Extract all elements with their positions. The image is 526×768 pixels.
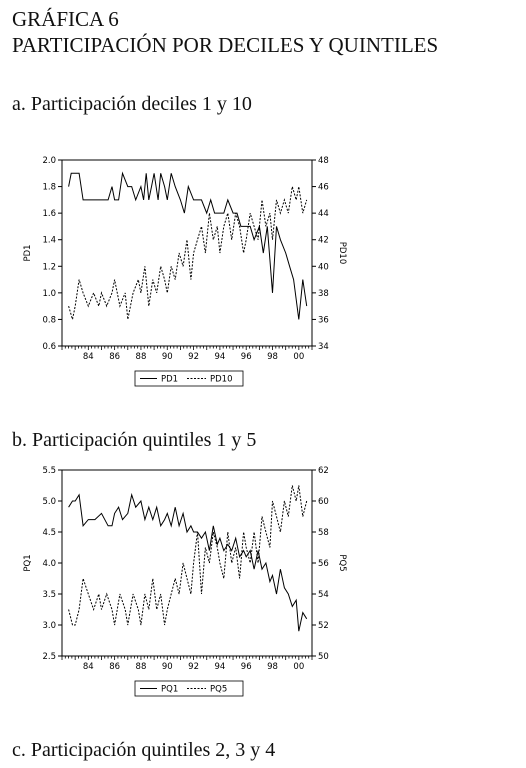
chart-b-legend-label-2: PQ5 bbox=[210, 685, 227, 695]
chart-b-x-tick-label: 92 bbox=[188, 662, 199, 672]
chart-b-left-tick-label: 5.0 bbox=[42, 497, 56, 507]
chart-a-right-tick-label: 48 bbox=[318, 156, 329, 166]
chart-a-right-tick-label: 34 bbox=[318, 342, 329, 352]
chart-a-series-pd1 bbox=[68, 171, 308, 320]
chart-a-x-tick-label: 88 bbox=[136, 352, 147, 362]
chart-a-right-tick-label: 36 bbox=[318, 315, 329, 325]
chart-a-right-tick-label: 38 bbox=[318, 289, 329, 299]
chart-a-left-tick-label: 1.4 bbox=[42, 236, 56, 246]
chart-b-x-tick-label: 86 bbox=[109, 662, 120, 672]
figure-number: GRÁFICA 6 bbox=[12, 7, 119, 31]
chart-a-right-tick-label: 42 bbox=[318, 236, 329, 246]
chart-b-left-tick-label: 3.0 bbox=[42, 621, 56, 631]
chart-a-right-tick-label: 46 bbox=[318, 183, 329, 193]
chart-b-left-tick-label: 2.5 bbox=[42, 652, 56, 662]
chart-a-left-tick-label: 0.6 bbox=[42, 342, 56, 352]
chart-a-right-tick-label: 40 bbox=[318, 262, 329, 272]
chart-b-right-tick-label: 60 bbox=[318, 497, 329, 507]
chart-a-x-tick-label: 96 bbox=[241, 352, 252, 362]
chart-a-left-tick-label: 1.8 bbox=[42, 183, 56, 193]
section-a-title: a. Participación deciles 1 y 10 bbox=[12, 93, 252, 115]
figure-title: PARTICIPACIÓN POR DECILES Y QUINTILES bbox=[12, 33, 439, 57]
chart-a-series-pd10 bbox=[68, 186, 308, 320]
chart-b-right-tick-label: 52 bbox=[318, 621, 329, 631]
chart-a-legend-label-1: PD1 bbox=[161, 375, 178, 385]
chart-a-left-axis-label: PD1 bbox=[23, 244, 33, 261]
chart-quintiles: 2.5 3.0 3.5 4.0 4.5 5.0 5.5 50 52 54 56 58 60 62 84 86 8… bbox=[23, 466, 347, 697]
chart-a-x-tick-label: 00 bbox=[293, 352, 304, 362]
chart-b-series-pq5 bbox=[68, 485, 308, 626]
chart-b-x-tick-label: 94 bbox=[214, 662, 225, 672]
chart-b-right-tick-label: 54 bbox=[318, 590, 329, 600]
chart-deciles: 0.6 0.8 1.0 1.2 1.4 1.6 1.8 2.0 34 36 38 40 42 44 46 48… bbox=[23, 156, 347, 387]
chart-b-x-tick-label: 88 bbox=[136, 662, 147, 672]
chart-a-left-tick-label: 1.0 bbox=[42, 289, 56, 299]
chart-a-x-tick-label: 98 bbox=[267, 352, 278, 362]
chart-b-left-tick-label: 3.5 bbox=[42, 590, 56, 600]
chart-a-x-tick-label: 86 bbox=[109, 352, 120, 362]
chart-a-left-tick-label: 1.6 bbox=[42, 209, 56, 219]
chart-b-legend-label-1: PQ1 bbox=[161, 685, 178, 695]
chart-a-left-tick-label: 1.2 bbox=[42, 262, 56, 272]
chart-b-right-tick-label: 62 bbox=[318, 466, 329, 476]
chart-b-x-tick-label: 00 bbox=[293, 662, 304, 672]
section-c-title: c. Participación quintiles 2, 3 y 4 bbox=[12, 739, 276, 761]
chart-b-plot-frame bbox=[61, 469, 313, 657]
chart-b-left-tick-label: 4.5 bbox=[42, 528, 56, 538]
chart-b-right-tick-label: 56 bbox=[318, 559, 329, 569]
chart-b-x-tick-label: 98 bbox=[267, 662, 278, 672]
chart-a-right-tick-label: 44 bbox=[318, 209, 329, 219]
chart-b-right-tick-label: 58 bbox=[318, 528, 329, 538]
section-b-title: b. Participación quintiles 1 y 5 bbox=[12, 429, 257, 451]
chart-a-x-tick-label: 92 bbox=[188, 352, 199, 362]
chart-b-series-pq1 bbox=[68, 492, 308, 632]
chart-a-left-tick-label: 0.8 bbox=[42, 315, 56, 325]
chart-b-x-tick-label: 84 bbox=[83, 662, 94, 672]
chart-a-x-tick-label: 90 bbox=[162, 352, 173, 362]
chart-a-left-tick-label: 2.0 bbox=[42, 156, 56, 166]
chart-b-left-tick-label: 4.0 bbox=[42, 559, 56, 569]
chart-a-legend-label-2: PD10 bbox=[210, 375, 233, 385]
chart-b-right-tick-label: 50 bbox=[318, 652, 329, 662]
chart-b-x-tick-label: 96 bbox=[241, 662, 252, 672]
chart-b-right-axis-label: PQ5 bbox=[337, 554, 347, 571]
chart-a-right-axis-label: PD10 bbox=[337, 242, 347, 265]
chart-a-x-tick-label: 94 bbox=[214, 352, 225, 362]
chart-b-x-tick-label: 90 bbox=[162, 662, 173, 672]
chart-b-left-axis-label: PQ1 bbox=[23, 554, 33, 571]
chart-a-x-tick-label: 84 bbox=[83, 352, 94, 362]
chart-b-left-tick-label: 5.5 bbox=[42, 466, 56, 476]
